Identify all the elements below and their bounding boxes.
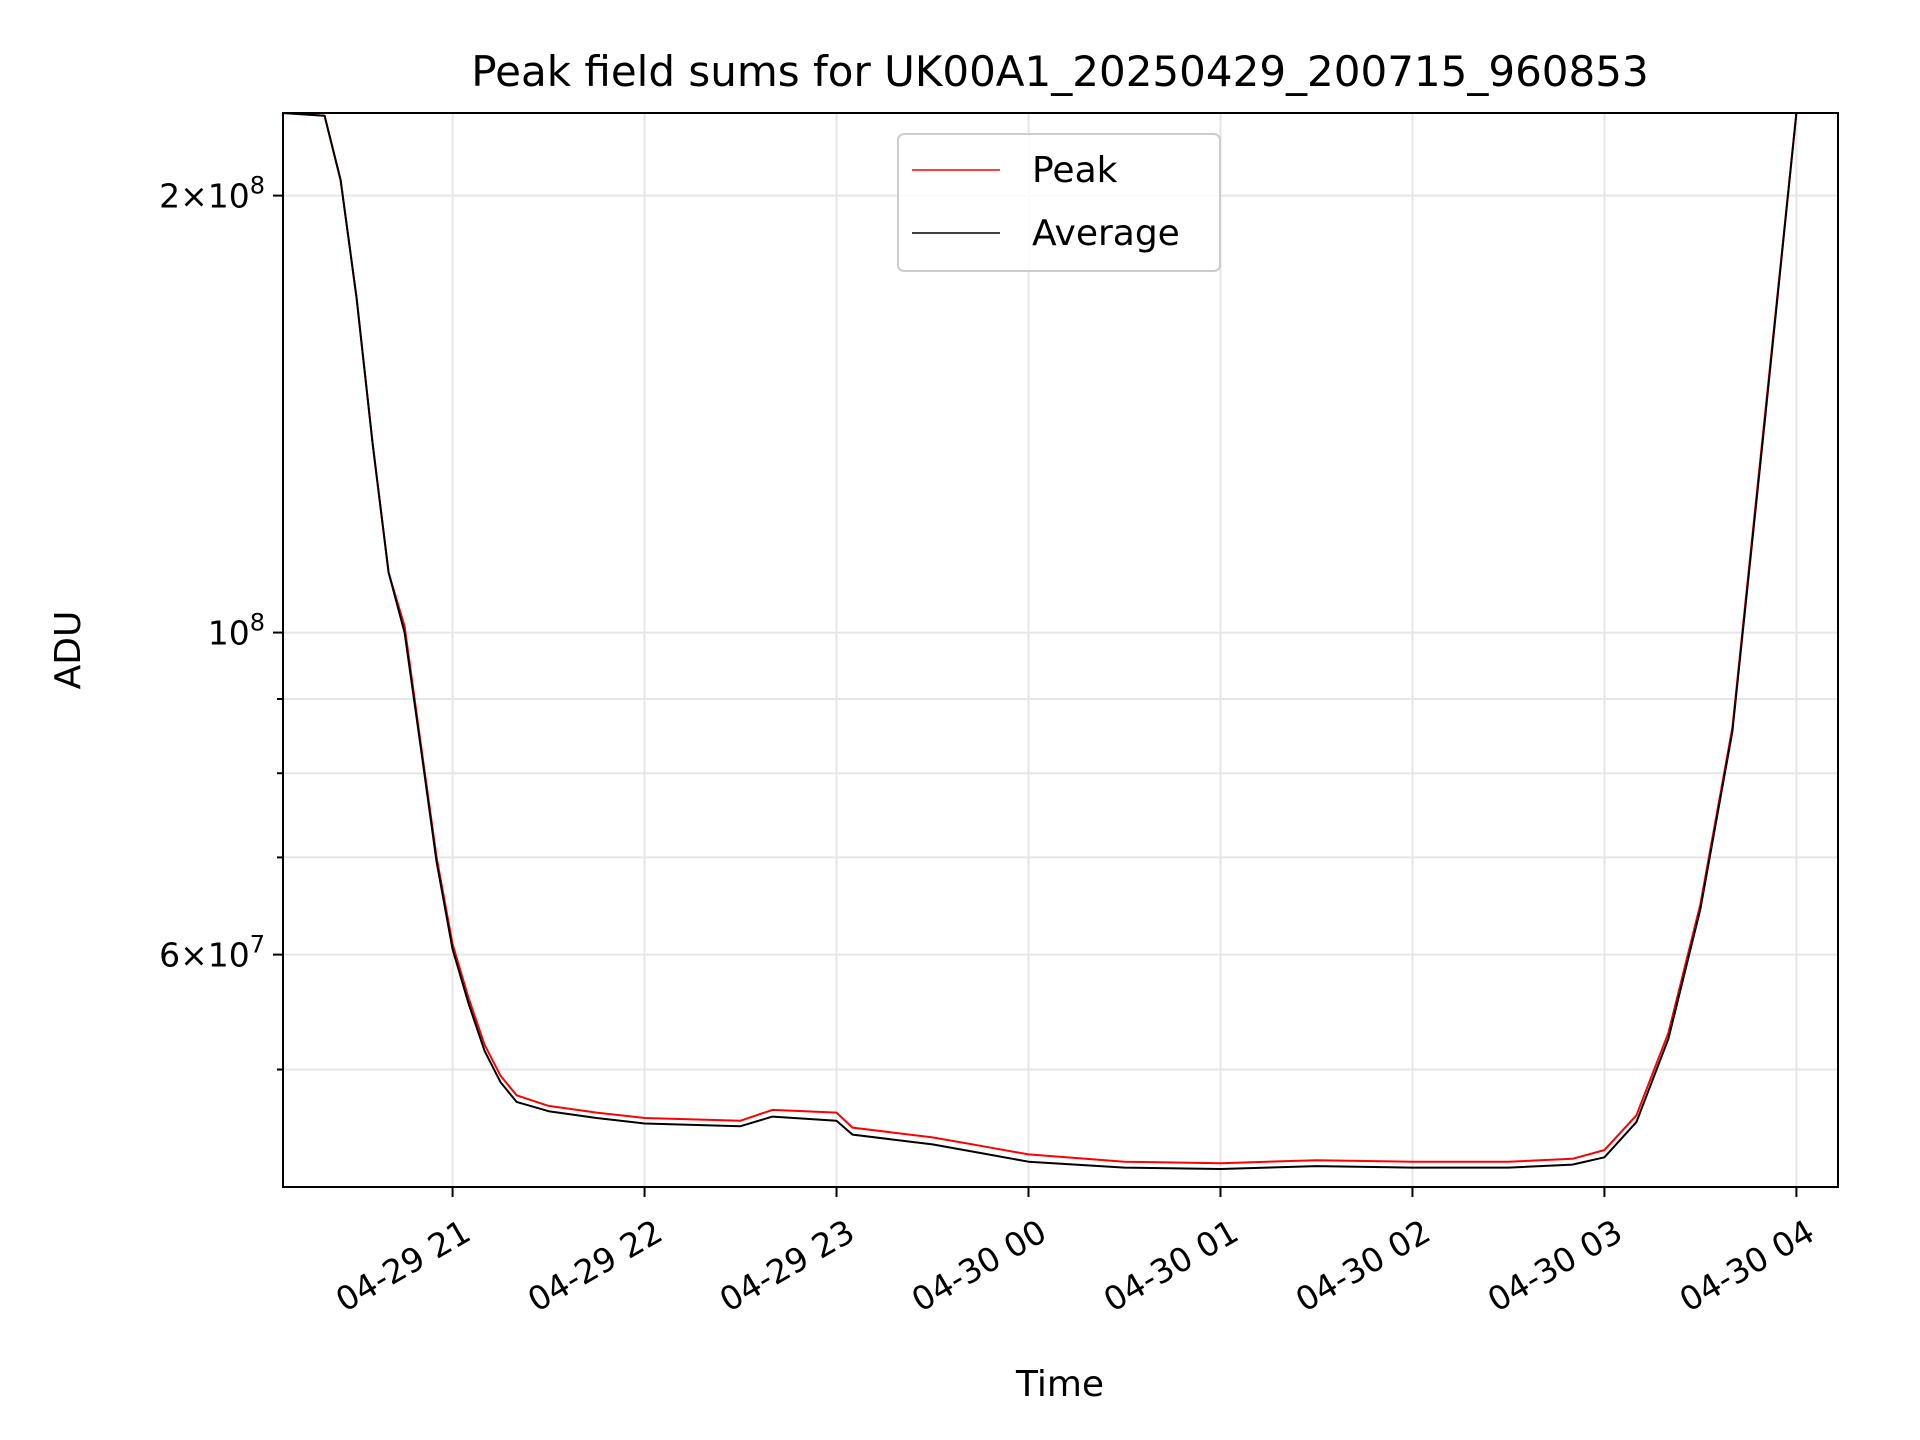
y-tick-label: 2×108: [159, 172, 265, 216]
series-line-average: [282, 112, 1838, 1170]
y-tick-label: 108: [208, 609, 265, 653]
legend-label-average: Average: [1032, 213, 1180, 254]
y-axis-label: ADU: [48, 611, 89, 690]
legend: Peak Average: [897, 133, 1221, 272]
chart-title: Peak field sums for UK00A1_20250429_2007…: [471, 47, 1648, 96]
x-axis-label: Time: [1015, 1364, 1104, 1405]
y-tick-label: 6×107: [159, 931, 265, 975]
series-layer: [282, 112, 1838, 1170]
legend-label-peak: Peak: [1032, 150, 1118, 191]
legend-box: [897, 133, 1221, 272]
plot-frame: [282, 112, 1839, 1188]
